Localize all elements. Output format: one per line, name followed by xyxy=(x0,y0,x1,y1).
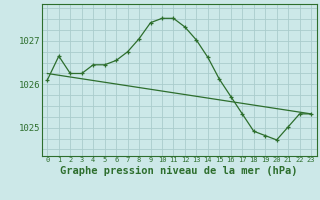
X-axis label: Graphe pression niveau de la mer (hPa): Graphe pression niveau de la mer (hPa) xyxy=(60,166,298,176)
